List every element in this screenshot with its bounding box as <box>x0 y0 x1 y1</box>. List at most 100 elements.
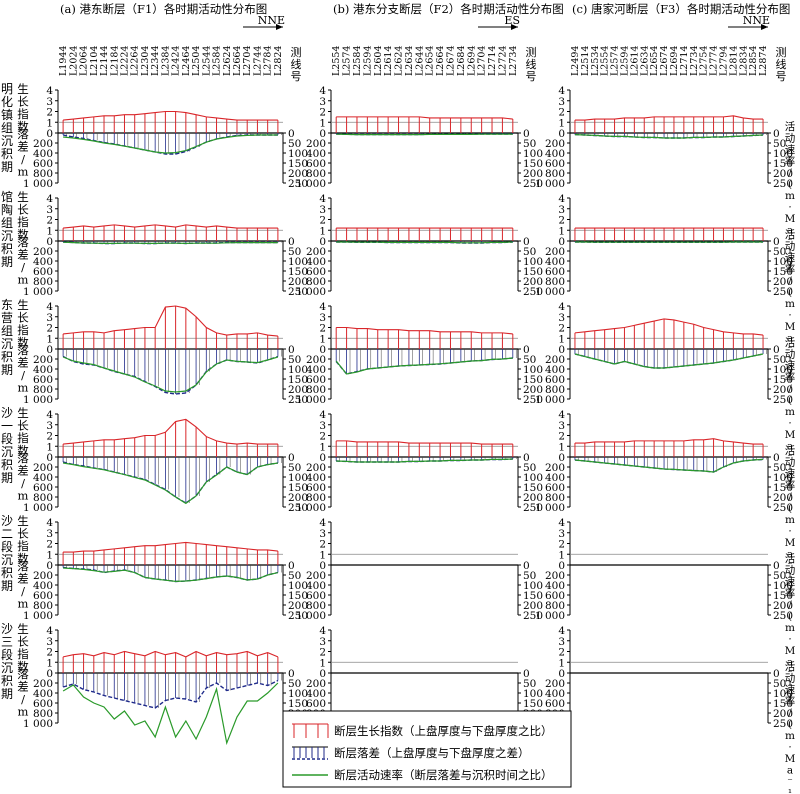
rate-tick-label: 50 <box>288 462 301 474</box>
growth-tick-label: 2 <box>319 647 326 659</box>
throw-axis-label-char: 落 <box>17 451 29 465</box>
period-label-char: 镇 <box>1 108 13 122</box>
throw-axis-label: 落差/m <box>17 343 29 395</box>
growth-tick-label: 4 <box>319 517 326 529</box>
survey-line-label: L2674 <box>659 46 670 77</box>
rate-line <box>62 356 279 393</box>
period-label-char: 积 <box>1 674 13 688</box>
survey-line-label: L2714 <box>487 46 498 77</box>
legend-frame <box>282 710 572 788</box>
rate-axis-label-char: ¹ <box>788 248 792 260</box>
throw-axis-label-char: m <box>18 165 29 179</box>
period-label-char: 三 <box>1 635 13 649</box>
rate-axis-label-char: · <box>788 418 791 430</box>
growth-axis-label-char: 长 <box>17 527 29 541</box>
growth-tick-label: 2 <box>319 539 326 551</box>
throw-tick-label: 200 <box>33 354 53 366</box>
throw-tick-label: 400 <box>545 256 565 268</box>
line-number-label-char: 线 <box>776 57 787 71</box>
survey-line-label: L2704 <box>242 46 253 76</box>
rate-axis-label: 活动速率/(m·Ma⁻¹) <box>785 445 796 595</box>
throw-tick-label: 1 000 <box>23 610 53 622</box>
throw-axis-label-char: / <box>21 368 25 382</box>
growth-axis-label-char: 生 <box>17 82 29 96</box>
rate-tick-label: 200 <box>773 384 793 396</box>
growth-tick-label: 1 <box>319 333 326 345</box>
growth-tick-label: 3 <box>319 636 326 648</box>
rate-tick-label: 150 <box>773 266 793 278</box>
growth-tick-label: 1 <box>319 117 326 129</box>
survey-line-label: L2504 <box>191 46 202 77</box>
period-label-char: 沉 <box>1 134 13 148</box>
survey-line-label: L2594 <box>619 46 630 77</box>
rate-axis-label-char: m <box>785 298 795 310</box>
rate-line <box>574 458 764 473</box>
rate-axis-label-char: ( <box>788 719 792 731</box>
rate-line <box>62 682 279 746</box>
rate-tick-label: 100 <box>523 472 543 484</box>
throw-tick-label: 1 000 <box>296 178 326 190</box>
growth-line <box>336 326 513 335</box>
rate-tick-label: 200 <box>288 276 308 288</box>
rate-tick-label: 250 <box>288 286 308 298</box>
survey-line-label: L2224 <box>119 46 130 76</box>
direction-label: NNE <box>258 14 285 27</box>
survey-line-label: L2694 <box>466 46 477 77</box>
survey-line-label: L2574 <box>610 46 621 77</box>
rate-axis-label-char: a <box>787 549 793 561</box>
growth-tick-label: 0 <box>46 452 53 464</box>
survey-line-label: L2634 <box>404 46 415 77</box>
rate-axis-label-char: · <box>788 202 791 214</box>
throw-axis-label-char: m <box>18 489 29 503</box>
rate-line <box>336 458 513 463</box>
throw-axis-label-char: 差 <box>17 572 29 586</box>
growth-tick-label: 2 <box>46 539 53 551</box>
rate-tick-label: 100 <box>523 148 543 160</box>
rate-tick-label: 150 <box>523 374 543 386</box>
rate-tick-label: 250 <box>773 394 793 406</box>
rate-axis-label-char: ⁻ <box>787 236 793 248</box>
survey-line-label: L2494 <box>570 46 581 77</box>
throw-tick-label: 400 <box>306 256 326 268</box>
throw-tick-label: 800 <box>33 708 53 720</box>
growth-axis-label-char: 生 <box>17 514 29 528</box>
rate-axis-label-char: M <box>785 537 796 549</box>
throw-tick-label: 200 <box>306 570 326 582</box>
rate-axis-label-char: ⁻ <box>787 344 793 356</box>
growth-tick-label: 1 <box>319 657 326 669</box>
survey-line-label: L2634 <box>639 46 650 77</box>
period-label-char: 明 <box>1 82 13 96</box>
throw-tick-label: 200 <box>306 246 326 258</box>
rate-tick-label: 150 <box>523 698 543 710</box>
throw-tick-label: 800 <box>33 492 53 504</box>
rate-tick-label: 50 <box>288 678 301 690</box>
rate-axis-label-char: m <box>785 406 795 418</box>
throw-tick-label: 200 <box>33 678 53 690</box>
survey-line-label: L2724 <box>497 46 508 76</box>
rate-axis-label-char: / <box>788 707 792 719</box>
throw-tick-label: 200 <box>545 462 565 474</box>
survey-line-label: L2384 <box>160 46 171 77</box>
throw-tick-label: 600 <box>33 482 53 494</box>
growth-tick-label: 4 <box>46 85 53 97</box>
rate-tick-label: 150 <box>288 698 308 710</box>
throw-tick-label: 1 000 <box>535 178 565 190</box>
rate-axis-label-char: 速 <box>785 468 796 480</box>
survey-line-label: L2464 <box>181 46 192 77</box>
growth-axis-label-char: 长 <box>17 311 29 325</box>
survey-line-label: L2654 <box>649 46 660 77</box>
rate-tick-label: 200 <box>773 168 793 180</box>
direction-arrow-head <box>276 24 283 30</box>
rate-tick-label: 250 <box>773 610 793 622</box>
throw-tick-label: 200 <box>545 678 565 690</box>
period-label-char: 沉 <box>1 229 13 243</box>
growth-tick-label: 1 <box>46 549 53 561</box>
rate-axis-label: 活动速率/(m·Ma⁻¹) <box>785 121 796 271</box>
